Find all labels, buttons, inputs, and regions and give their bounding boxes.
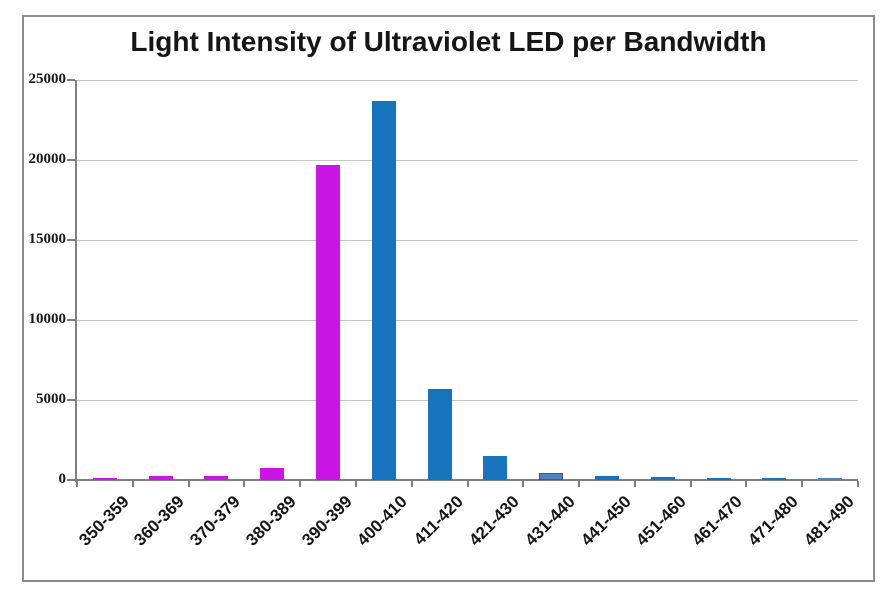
bar-400-410 — [372, 101, 396, 480]
y-axis-label: 20000 — [28, 151, 67, 167]
x-axis-tick — [634, 481, 636, 487]
bar-431-440 — [539, 473, 563, 480]
bar-370-379 — [204, 476, 228, 480]
bar-350-359 — [93, 478, 117, 480]
bar-461-470 — [707, 478, 731, 480]
x-axis-tick — [299, 481, 301, 487]
x-axis-tick — [188, 481, 190, 487]
y-axis-line — [75, 80, 77, 482]
x-axis-tick — [355, 481, 357, 487]
y-axis-tick — [67, 239, 75, 241]
gridline-5000 — [77, 400, 858, 401]
x-axis-tick — [76, 481, 78, 487]
x-axis-tick — [411, 481, 413, 487]
y-axis-label: 0 — [58, 471, 67, 487]
y-axis-label: 15000 — [28, 231, 67, 247]
x-axis-tick — [745, 481, 747, 487]
y-axis-tick — [67, 159, 75, 161]
x-axis-tick — [690, 481, 692, 487]
bar-481-490 — [818, 478, 842, 480]
x-axis-tick — [467, 481, 469, 487]
gridline-15000 — [77, 240, 858, 241]
y-axis-label: 5000 — [36, 391, 66, 407]
x-axis-line — [75, 479, 858, 481]
y-axis-tick — [67, 399, 75, 401]
x-axis-tick — [857, 481, 859, 487]
gridline-20000 — [77, 160, 858, 161]
chart-title: Light Intensity of Ultraviolet LED per B… — [130, 26, 767, 57]
plot-area — [67, 79, 859, 487]
bar-390-399 — [316, 165, 340, 480]
y-axis-tick — [67, 479, 75, 481]
bar-451-460 — [651, 477, 675, 480]
y-axis-tick — [67, 319, 75, 321]
y-axis-label: 25000 — [28, 71, 67, 87]
x-axis-tick — [522, 481, 524, 487]
bar-411-420 — [428, 389, 452, 480]
chart-border-frame — [22, 15, 875, 582]
bar-421-430 — [483, 456, 507, 480]
bar-380-389 — [260, 468, 284, 480]
gridline-25000 — [77, 80, 858, 81]
x-axis-tick — [801, 481, 803, 487]
bar-471-480 — [762, 478, 786, 480]
bar-360-369 — [149, 476, 173, 480]
y-axis-tick — [67, 79, 75, 81]
gridline-10000 — [77, 320, 858, 321]
bar-441-450 — [595, 476, 619, 480]
x-axis-tick — [243, 481, 245, 487]
x-axis-tick — [132, 481, 134, 487]
x-axis-tick — [578, 481, 580, 487]
y-axis-label: 10000 — [28, 311, 67, 327]
